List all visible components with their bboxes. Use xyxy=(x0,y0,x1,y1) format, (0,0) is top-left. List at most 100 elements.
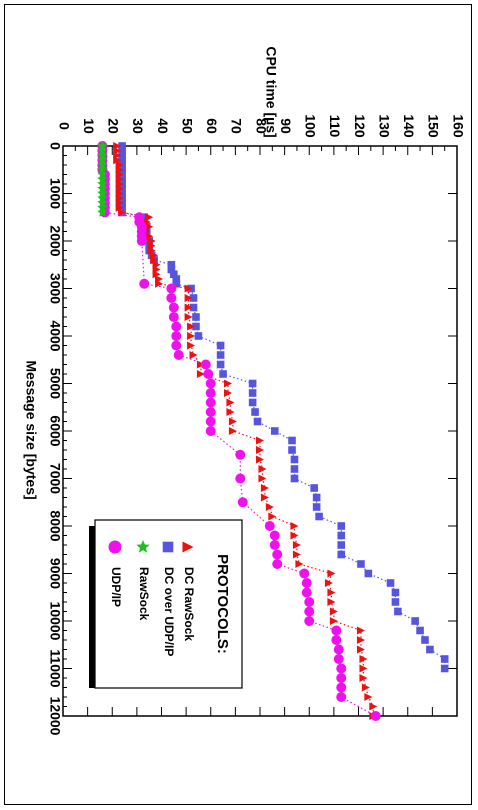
data-point xyxy=(167,260,176,269)
size-tick-label: 11000 xyxy=(47,649,63,687)
legend-marker xyxy=(162,541,174,553)
data-point xyxy=(370,711,381,721)
size-tick-label: 10000 xyxy=(47,602,63,641)
data-point xyxy=(357,560,365,568)
legend: PROTOCOLS: DC RawSock DC over UDP/IP RawSo… xyxy=(89,519,243,689)
data-point xyxy=(97,207,108,217)
cpu-tick-label: 70 xyxy=(229,118,245,134)
data-point xyxy=(118,208,127,217)
data-point xyxy=(167,265,176,274)
plot-frame xyxy=(4,4,472,805)
data-point xyxy=(170,270,178,279)
cpu-tick-label: 0 xyxy=(56,122,72,130)
data-point xyxy=(168,312,179,322)
data-point xyxy=(315,512,323,521)
data-point xyxy=(421,636,429,644)
data-point xyxy=(256,446,264,454)
data-point xyxy=(187,332,196,340)
data-point xyxy=(364,569,373,578)
data-point xyxy=(171,331,182,341)
data-point xyxy=(364,693,373,701)
data-point xyxy=(184,284,193,293)
data-point xyxy=(329,607,338,616)
data-point xyxy=(168,302,179,313)
data-point xyxy=(337,550,346,559)
cpu-tick-label: 110 xyxy=(327,115,343,138)
data-point xyxy=(219,370,227,378)
data-point xyxy=(171,340,182,351)
cpu-tick-label: 150 xyxy=(426,114,442,138)
data-point xyxy=(290,522,299,530)
data-point xyxy=(312,493,321,502)
data-point xyxy=(216,341,225,350)
data-point xyxy=(359,674,368,682)
cpu-tick-label: 60 xyxy=(204,118,220,134)
data-point xyxy=(336,682,347,693)
data-point xyxy=(359,655,368,663)
data-point xyxy=(189,351,198,359)
data-point xyxy=(337,541,346,549)
data-point xyxy=(386,579,395,587)
data-point xyxy=(304,616,315,626)
data-point xyxy=(333,654,344,664)
legend-title: PROTOCOLS: xyxy=(214,554,231,654)
data-point xyxy=(189,303,198,312)
legend-entry: DC RawSock xyxy=(182,541,196,641)
data-point xyxy=(172,279,181,288)
data-point xyxy=(248,379,257,388)
data-point xyxy=(118,146,126,155)
data-point xyxy=(258,474,267,483)
data-point xyxy=(265,503,274,511)
data-point xyxy=(205,397,216,408)
data-point xyxy=(228,427,237,435)
data-point xyxy=(270,427,279,435)
data-point xyxy=(184,313,193,321)
data-point xyxy=(337,522,346,530)
data-point xyxy=(359,664,368,673)
data-point xyxy=(361,683,370,692)
data-point xyxy=(411,617,419,625)
data-point xyxy=(171,321,182,332)
data-point xyxy=(184,294,193,302)
cpu-tick-label: 10 xyxy=(81,118,97,134)
data-point xyxy=(299,568,310,579)
data-point xyxy=(260,493,269,502)
data-point xyxy=(226,398,235,407)
data-point xyxy=(327,588,336,597)
data-point xyxy=(256,436,264,445)
data-point xyxy=(288,436,296,445)
data-point xyxy=(268,512,277,521)
data-point xyxy=(166,283,177,294)
data-point xyxy=(205,426,216,436)
size-tick-label: 9000 xyxy=(47,558,63,589)
data-point xyxy=(147,246,156,255)
legend-label: DC over UDP/IP xyxy=(162,567,176,656)
data-point xyxy=(356,645,365,654)
data-point xyxy=(184,303,193,312)
data-point xyxy=(310,484,318,492)
data-point xyxy=(269,540,280,550)
data-point xyxy=(205,388,216,398)
data-point xyxy=(331,625,342,636)
data-point xyxy=(200,359,211,370)
data-point xyxy=(192,313,200,321)
data-point xyxy=(369,702,378,711)
data-point xyxy=(118,142,126,150)
data-point xyxy=(118,151,126,160)
data-point xyxy=(292,541,301,549)
data-point xyxy=(416,626,424,635)
size-tick-label: 8000 xyxy=(47,510,63,541)
data-point xyxy=(166,293,177,303)
data-point xyxy=(205,378,216,389)
data-point xyxy=(331,635,342,645)
data-point xyxy=(223,389,232,397)
data-point xyxy=(288,446,296,454)
legend-label: UDP/IP xyxy=(109,567,123,607)
data-point xyxy=(253,417,262,426)
data-point xyxy=(336,663,347,674)
data-point xyxy=(194,332,203,340)
data-point xyxy=(301,578,312,588)
data-point xyxy=(324,579,333,587)
data-point xyxy=(327,569,336,578)
data-point xyxy=(304,597,315,607)
